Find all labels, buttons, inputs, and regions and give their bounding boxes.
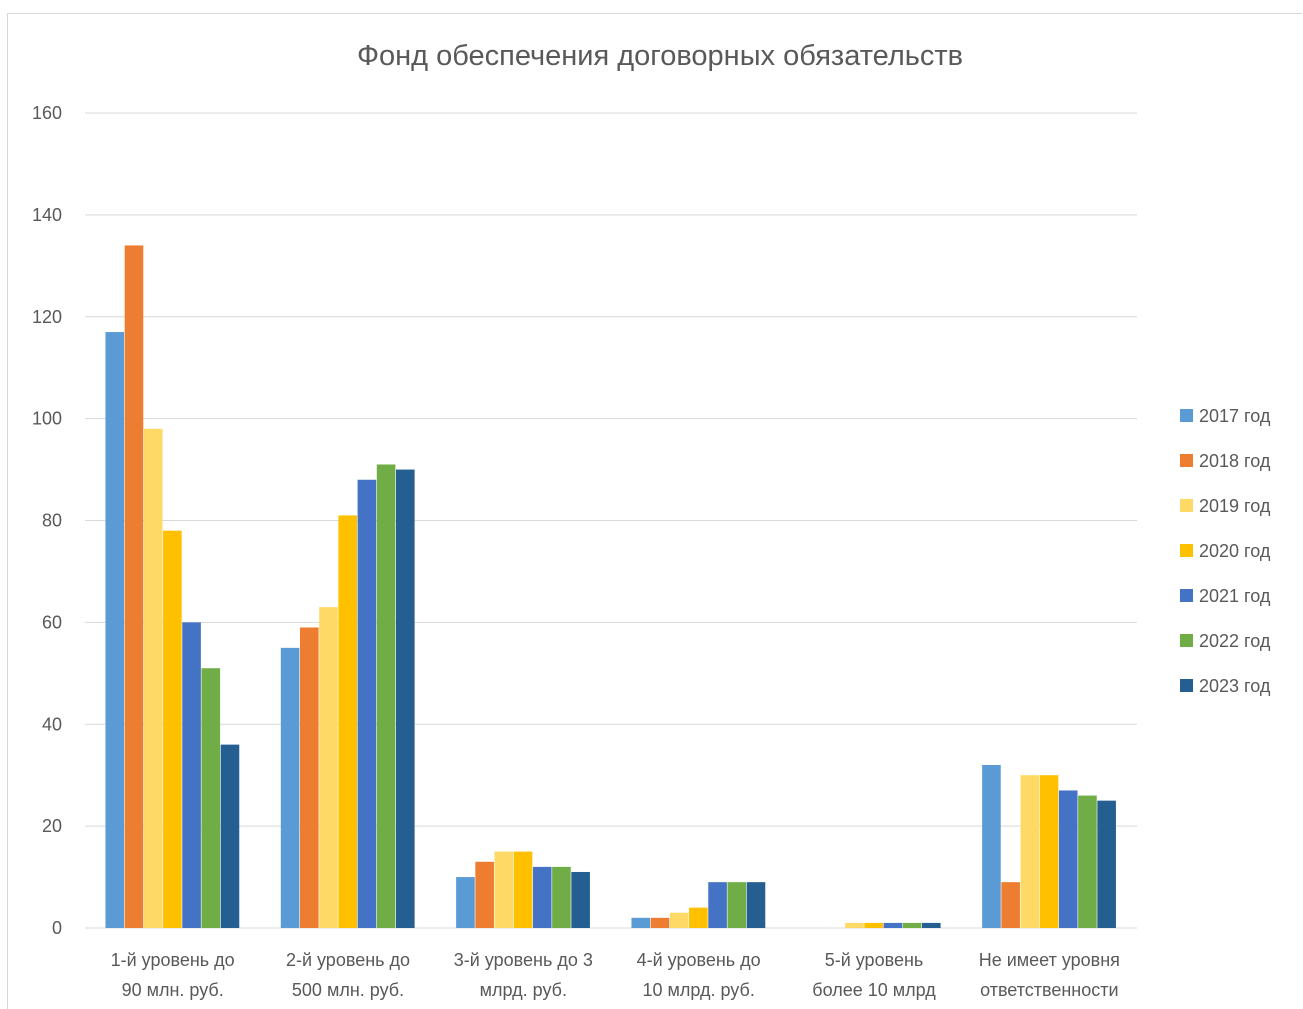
y-tick-label: 80	[42, 511, 62, 531]
legend: 2017 год 2018 год 2019 год 2020 год 2021 год…	[1180, 406, 1271, 696]
y-tick-label: 120	[32, 307, 62, 327]
bar-2017-год-cat4	[631, 917, 651, 928]
y-tick-label: 100	[32, 409, 62, 429]
gridlines	[85, 112, 1137, 929]
bar-2018-год-cat4	[650, 917, 670, 928]
legend-label: 2019 год	[1199, 496, 1271, 516]
legend-swatch	[1180, 544, 1193, 557]
x-tick-label: 3-й уровень до 3 млрд. руб.	[454, 950, 593, 1000]
bar-2021-год-cat4	[708, 882, 727, 928]
bar-2022-год-cat3	[552, 866, 571, 928]
bar-2022-год-cat4	[727, 882, 747, 928]
legend-label: 2018 год	[1199, 451, 1271, 471]
bar-2022-год-cat2	[376, 464, 396, 928]
y-tick-label: 140	[32, 205, 62, 225]
legend-label: 2021 год	[1199, 586, 1271, 606]
bar-2019-год-cat2	[319, 607, 338, 928]
bar-2019-год-cat5	[845, 922, 864, 928]
bar-2018-год-cat1	[124, 245, 144, 928]
bar-2022-год-cat5	[902, 922, 922, 928]
bar-2023-год-cat3	[571, 871, 590, 928]
y-tick-label: 40	[42, 714, 62, 734]
x-axis-labels: 1-й уровень до 90 млн. руб. 2-й уровень до…	[111, 950, 1120, 1000]
chart-frame	[7, 13, 1302, 1009]
bar-2020-год-cat1	[163, 530, 182, 928]
legend-label: 2020 год	[1199, 541, 1271, 561]
bar-2017-год-cat6	[982, 765, 1001, 928]
x-tick-label: Не имеет уровня ответственности	[979, 950, 1120, 1000]
bar-2023-год-cat1	[220, 744, 240, 928]
y-tick-label: 60	[42, 612, 62, 632]
bars	[105, 245, 1116, 928]
y-axis-ticks: 0 20 40 60 80 100 120 140 160	[32, 103, 62, 938]
legend-swatch	[1180, 454, 1193, 467]
bar-2018-год-cat6	[1001, 882, 1020, 928]
y-tick-label: 0	[52, 918, 62, 938]
legend-swatch	[1180, 634, 1193, 647]
legend-swatch	[1180, 679, 1193, 692]
legend-swatch	[1180, 409, 1193, 422]
x-tick-label: 5-й уровень более 10 млрд	[812, 950, 936, 1000]
bar-2021-год-cat6	[1058, 790, 1078, 928]
bar-2019-год-cat4	[669, 912, 689, 928]
bar-2018-год-cat3	[475, 861, 494, 928]
bar-2023-год-cat5	[922, 922, 941, 928]
legend-label: 2017 год	[1199, 406, 1271, 426]
bar-2017-год-cat1	[105, 332, 125, 928]
bar-2019-год-cat1	[143, 428, 163, 928]
bar-2021-год-cat1	[182, 622, 201, 928]
bar-2018-год-cat2	[300, 627, 319, 928]
y-tick-label: 20	[42, 816, 62, 836]
bar-2022-год-cat1	[201, 668, 221, 928]
x-tick-label: 2-й уровень до 500 млн. руб.	[286, 950, 410, 1000]
bar-2019-год-cat6	[1020, 775, 1040, 928]
bar-2019-год-cat3	[494, 851, 514, 928]
bar-2020-год-cat3	[513, 851, 533, 928]
legend-label: 2022 год	[1199, 631, 1271, 651]
bar-2020-год-cat2	[338, 515, 357, 928]
bar-2020-год-cat4	[689, 907, 708, 928]
legend-swatch	[1180, 499, 1193, 512]
legend-swatch	[1180, 589, 1193, 602]
bar-2023-год-cat6	[1097, 800, 1116, 928]
bar-2023-год-cat4	[746, 882, 766, 928]
bar-2017-год-cat3	[456, 877, 475, 928]
bar-2021-год-cat2	[357, 479, 377, 928]
x-tick-label: 4-й уровень до 10 млрд. руб.	[637, 950, 761, 1000]
legend-label: 2023 год	[1199, 676, 1271, 696]
chart-title: Фонд обеспечения договорных обязательств	[356, 40, 964, 72]
bar-2023-год-cat2	[396, 469, 415, 928]
bar-2021-год-cat5	[883, 922, 903, 928]
bar-2022-год-cat6	[1078, 795, 1097, 928]
y-tick-label: 160	[32, 103, 62, 123]
x-tick-label: 1-й уровень до 90 млн. руб.	[111, 950, 235, 1000]
bar-2017-год-cat2	[280, 647, 300, 928]
bar-2020-год-cat5	[864, 922, 883, 928]
bar-2020-год-cat6	[1039, 775, 1059, 928]
bar-2021-год-cat3	[532, 866, 552, 928]
